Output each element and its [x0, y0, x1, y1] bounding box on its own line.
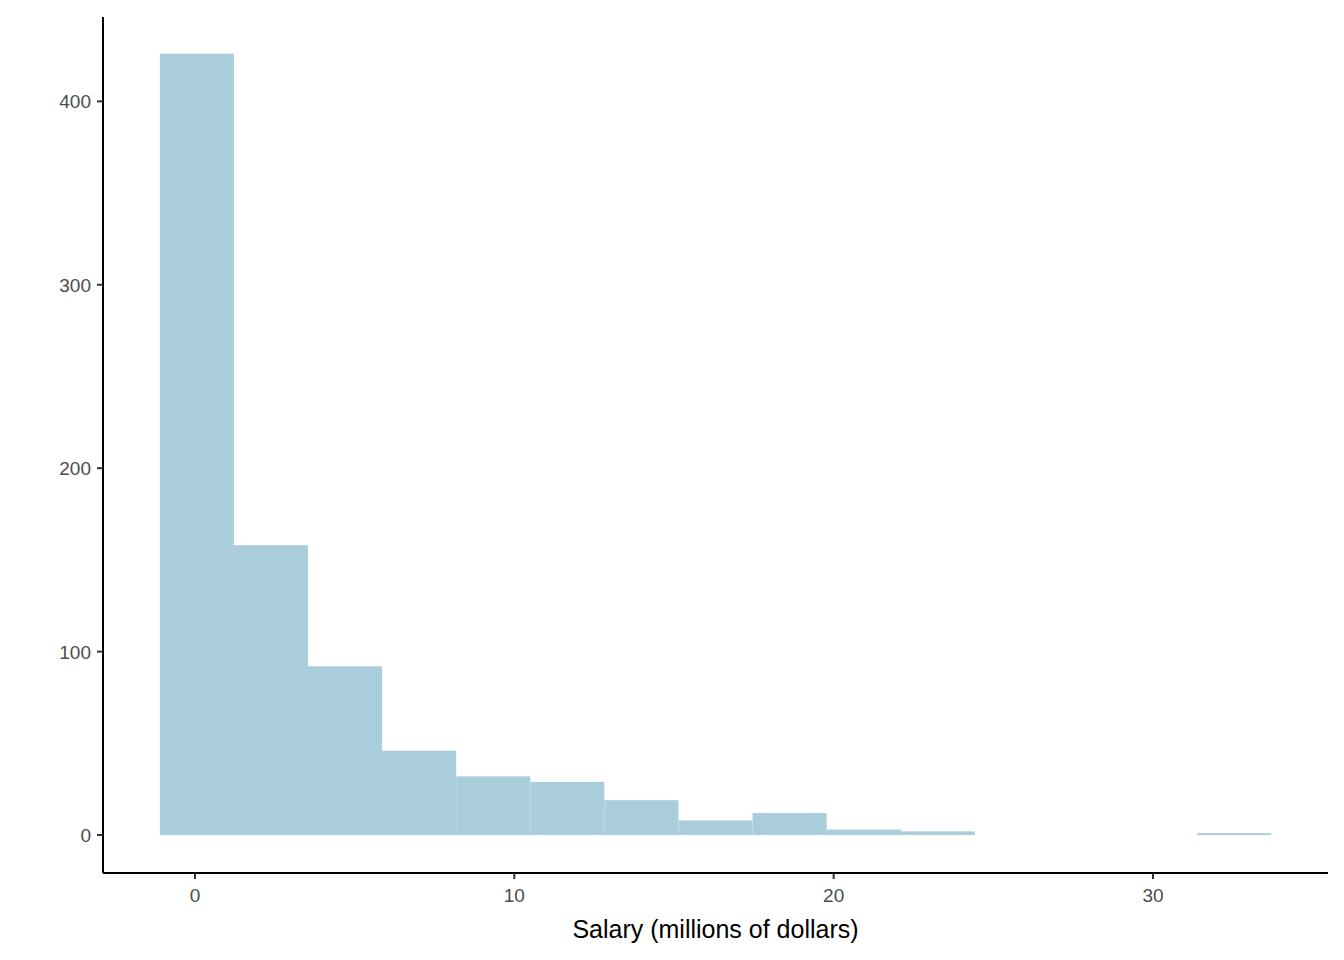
bar — [530, 782, 604, 835]
x-tick — [1152, 873, 1154, 879]
bar — [975, 835, 1049, 836]
bar — [604, 800, 678, 835]
y-tick — [97, 467, 103, 469]
bar — [901, 831, 975, 835]
y-tick-label: 0 — [80, 825, 91, 846]
y-tick — [97, 834, 103, 836]
y-tick-label: 400 — [59, 91, 91, 112]
x-tick — [833, 873, 835, 879]
bar — [753, 813, 827, 835]
y-tick-label: 200 — [59, 458, 91, 479]
bar — [1049, 835, 1123, 836]
x-axis-line — [103, 872, 1328, 874]
bars — [160, 54, 1271, 835]
bar — [827, 830, 901, 836]
y-tick — [97, 651, 103, 653]
chart: 0 100 200 300 400 0 10 20 30 Salary (millions of … — [0, 0, 1344, 960]
y-axis-line — [102, 17, 104, 873]
y-tick — [97, 100, 103, 102]
x-tick — [513, 873, 515, 879]
x-tick-label: 0 — [190, 885, 201, 906]
bar — [160, 54, 234, 835]
x-tick-label: 10 — [504, 885, 525, 906]
bar — [678, 820, 752, 835]
bar — [456, 776, 530, 835]
bar — [308, 666, 382, 835]
x-axis-label: Salary (millions of dollars) — [572, 915, 858, 943]
bar — [234, 545, 308, 835]
x-tick — [194, 873, 196, 879]
bar — [1123, 835, 1197, 836]
bar — [1197, 833, 1271, 835]
y-tick-label: 100 — [59, 642, 91, 663]
y-tick-label: 300 — [59, 275, 91, 296]
bar — [382, 751, 456, 835]
x-tick-label: 30 — [1142, 885, 1163, 906]
y-tick — [97, 284, 103, 286]
x-tick-label: 20 — [823, 885, 844, 906]
